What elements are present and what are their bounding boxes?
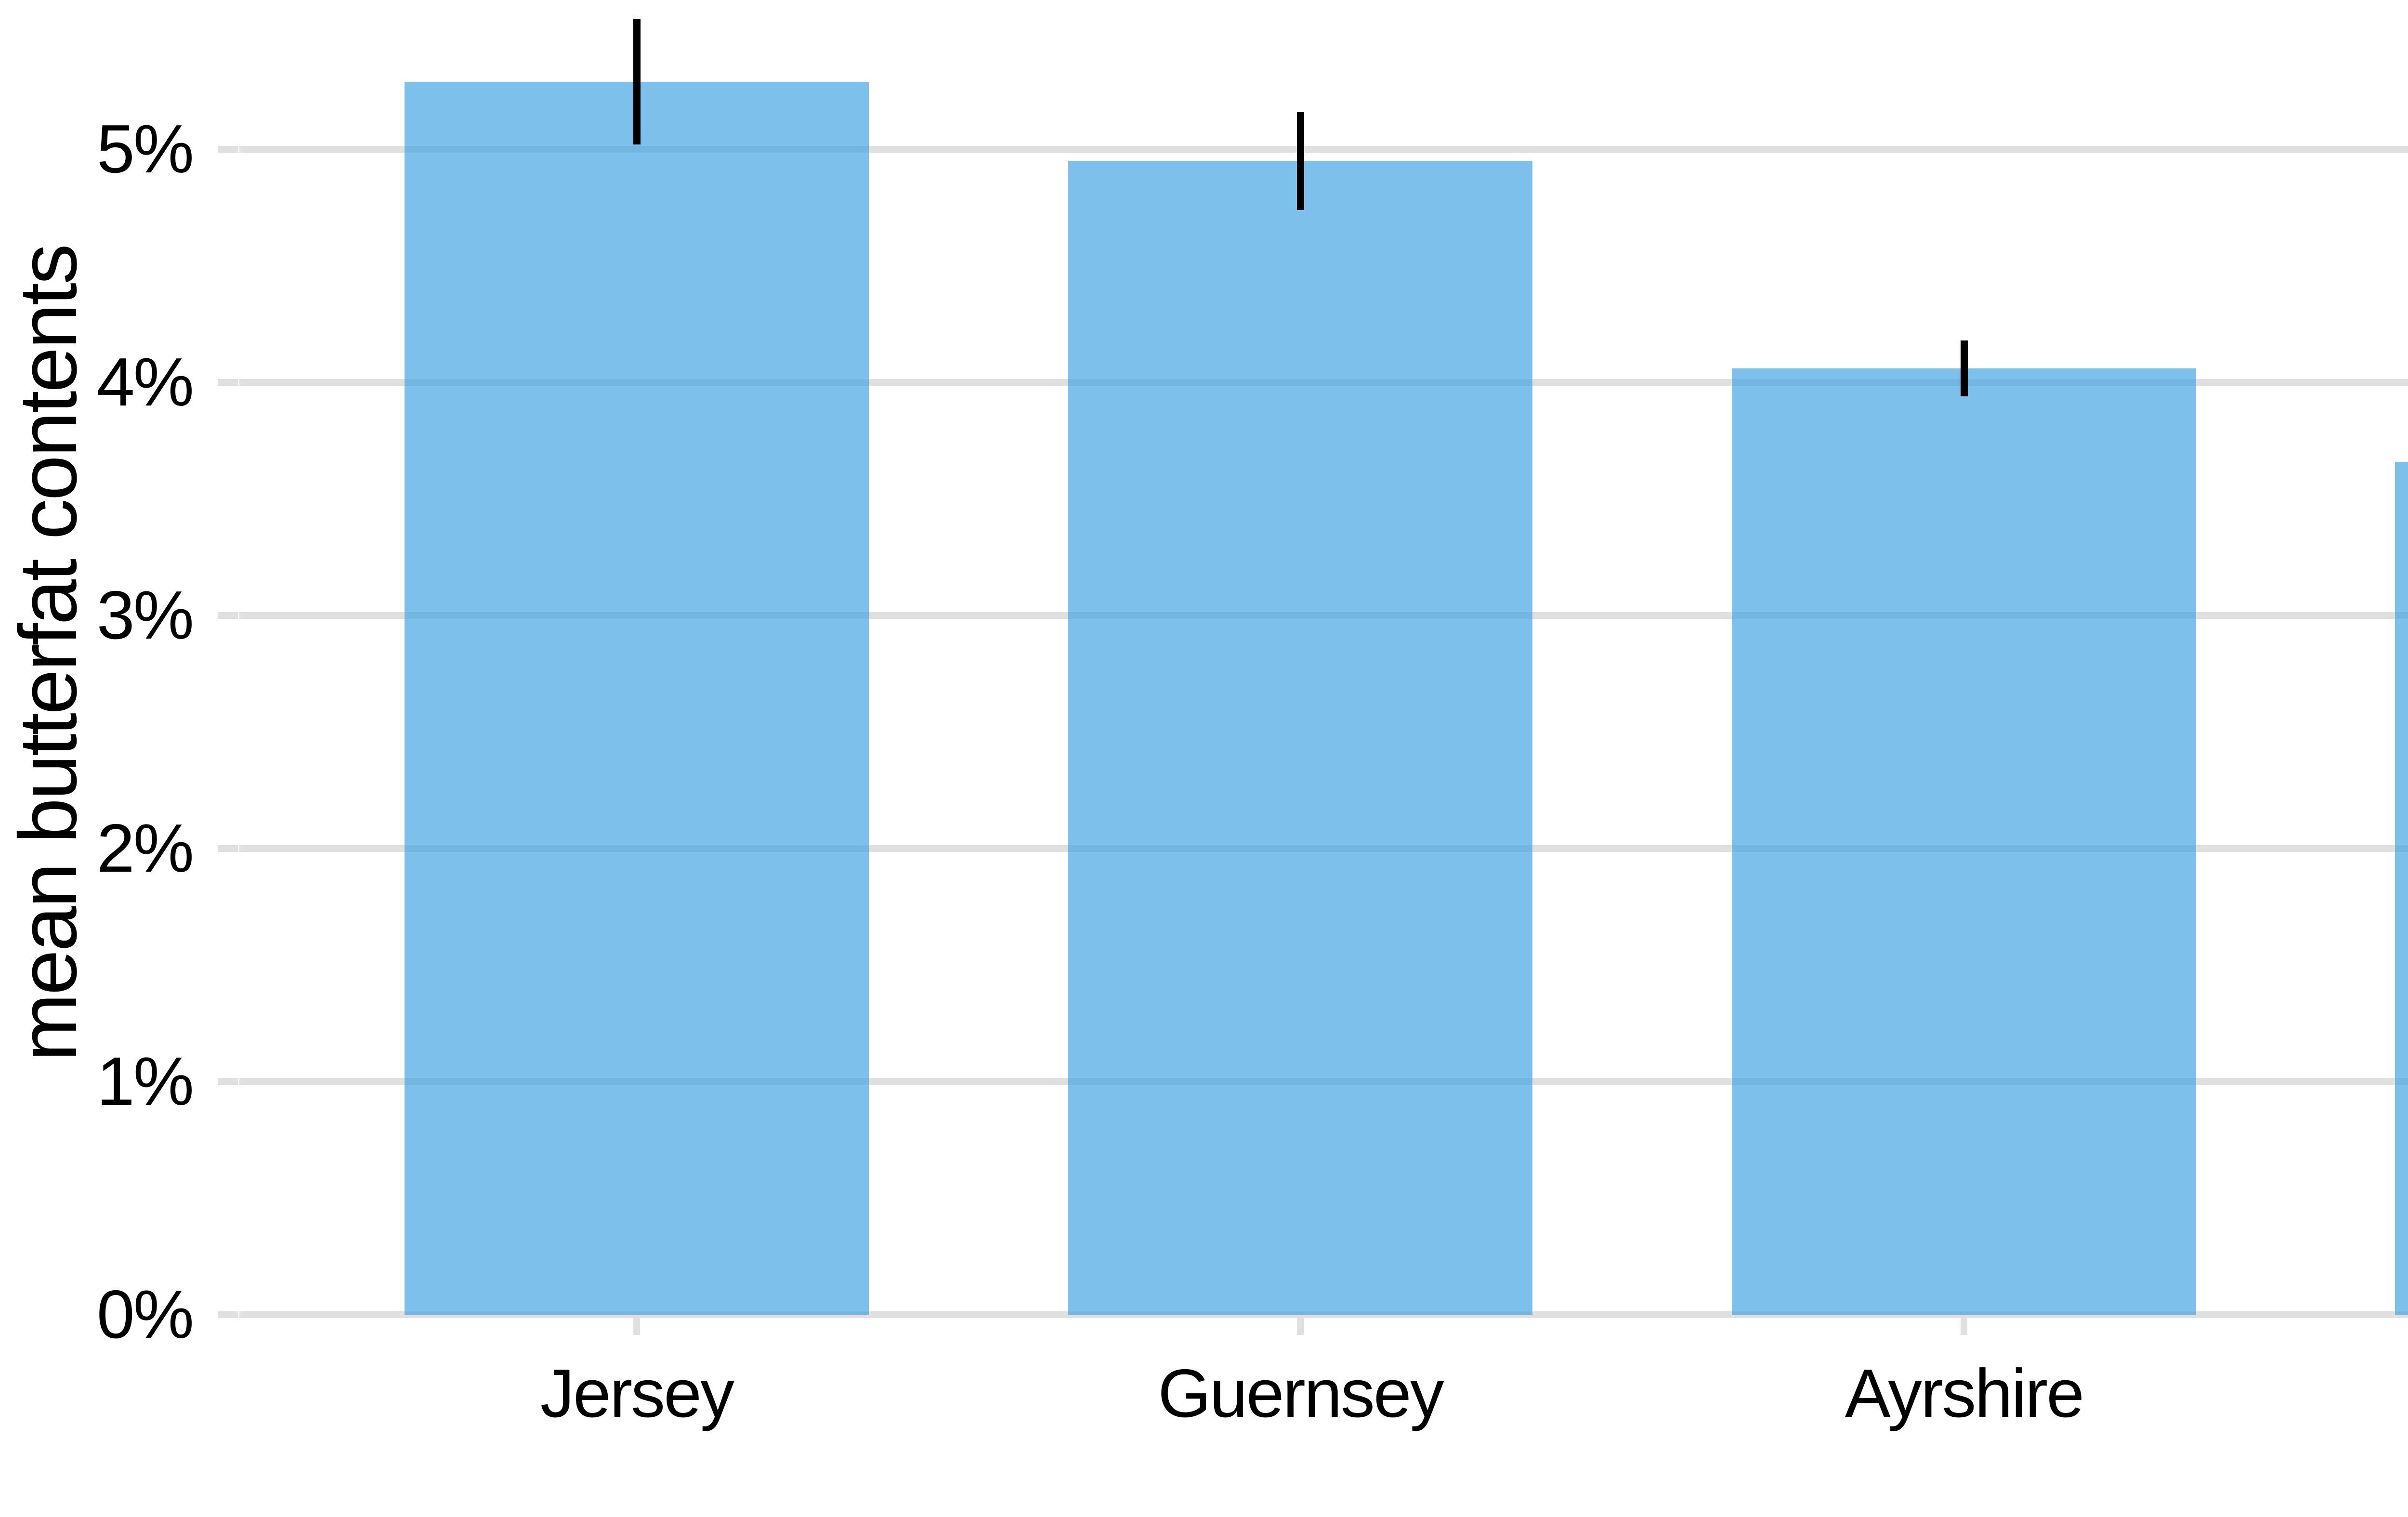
x-category-label-0: Jersey	[540, 1355, 734, 1432]
x-category-label-1: Guernsey	[1158, 1355, 1444, 1432]
error-bar-stem	[633, 18, 641, 145]
x-axis-tick-2	[1961, 1315, 1967, 1335]
y-tick-label-3%: 3%	[96, 577, 194, 654]
x-axis-tick-1	[1297, 1315, 1304, 1335]
y-tick-label-2%: 2%	[96, 810, 194, 887]
error-bar-stem	[1960, 340, 1968, 397]
x-axis-tick-0	[633, 1315, 640, 1335]
y-axis-tick-0%	[218, 1311, 238, 1318]
x-category-label-3: Holstein- Friesian	[2290, 1351, 2408, 1517]
y-tick-label-4%: 4%	[96, 344, 194, 420]
bar-Ayrshire	[1732, 368, 2196, 1315]
y-tick-label-5%: 5%	[96, 111, 194, 187]
bar-Holstein-Friesian	[2395, 461, 2408, 1315]
bar-Jersey	[405, 81, 869, 1315]
x-category-label-2: Ayrshire	[1845, 1355, 2084, 1432]
y-tick-label-1%: 1%	[96, 1043, 194, 1120]
bar-Guernsey	[1068, 161, 1532, 1315]
y-axis-tick-4%	[218, 379, 238, 386]
y-axis-tick-5%	[218, 146, 238, 153]
y-axis-tick-3%	[218, 612, 238, 619]
y-axis-tick-1%	[218, 1078, 238, 1085]
error-bar-stem	[1296, 112, 1304, 210]
y-axis-tick-2%	[218, 845, 238, 852]
y-tick-label-0%: 0%	[96, 1276, 194, 1353]
